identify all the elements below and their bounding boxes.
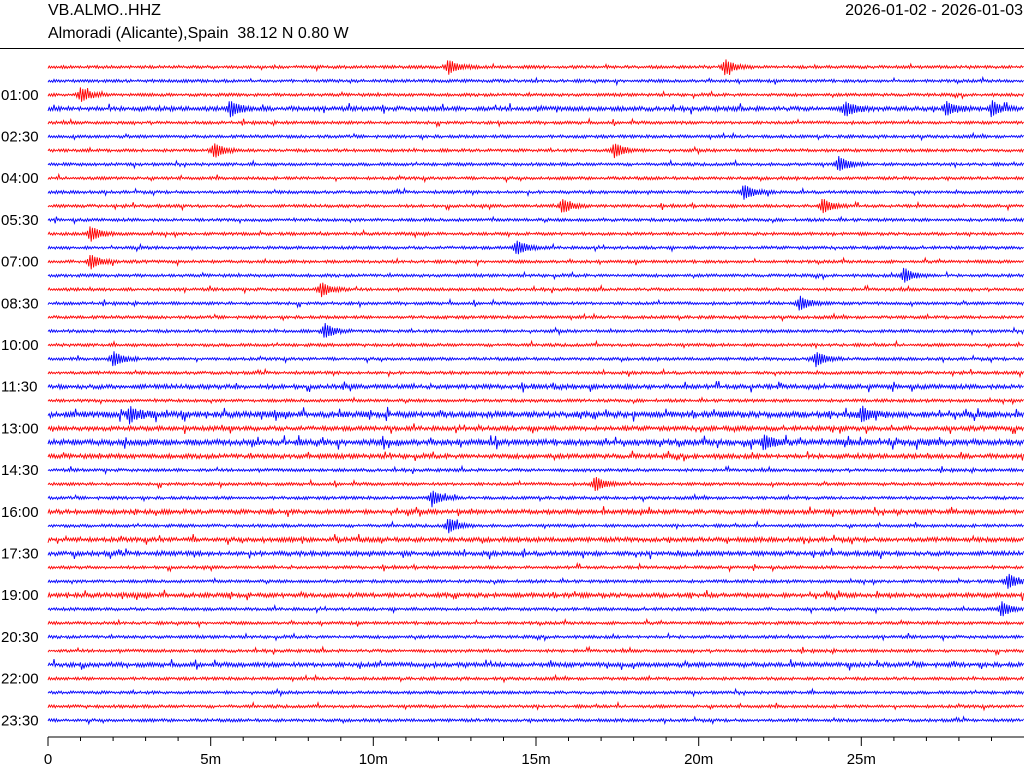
trace-row-36 [47,561,1024,573]
y-tick-label: 20:30 [1,629,39,646]
trace-row-18 [47,312,1024,323]
trace-row-19 [47,323,1024,338]
trace-row-6 [47,143,1024,159]
x-tick-label: 0 [44,751,52,768]
y-tick-label: 22:00 [1,671,39,688]
y-tick-label: 04:00 [1,170,39,187]
station-location: Almoradi (Alicante),Spain 38.12 N 0.80 W [48,25,349,42]
trace-row-42 [47,645,1024,657]
trace-row-3 [47,100,1024,118]
trace-row-37 [47,573,1024,589]
trace-row-5 [47,131,1024,142]
trace-row-1 [47,75,1024,87]
station-code: VB.ALMO..HHZ [48,2,161,19]
trace-row-26 [47,423,1024,435]
trace-row-46 [47,700,1024,712]
header-divider [0,48,1024,49]
trace-row-14 [47,254,1024,270]
y-tick-label: 02:30 [1,128,39,145]
trace-row-11 [47,215,1024,225]
trace-row-45 [47,687,1024,698]
y-tick-label: 07:00 [1,254,39,271]
trace-row-24 [47,396,1024,406]
trace-row-20 [47,339,1024,350]
y-tick-label: 16:00 [1,504,39,521]
trace-row-28 [47,450,1024,462]
y-tick-label: 11:30 [1,379,37,396]
trace-row-22 [47,367,1024,379]
date-range: 2026-01-02 - 2026-01-03 [845,2,1023,19]
trace-row-44 [47,673,1024,684]
trace-row-13 [47,240,1024,255]
trace-row-25 [47,405,1024,425]
trace-row-27 [47,434,1024,451]
trace-row-38 [47,589,1024,601]
y-tick-label: 13:00 [1,420,39,437]
trace-row-12 [47,226,1024,242]
x-tick-label: 15m [521,751,550,768]
x-tick-label: 5m [200,751,221,768]
y-tick-label: 10:00 [1,337,39,354]
trace-row-32 [47,506,1024,517]
trace-row-17 [47,295,1024,311]
trace-row-35 [47,547,1024,560]
x-tick-label: 25m [847,751,876,768]
trace-row-21 [47,351,1024,368]
trace-row-34 [47,533,1024,545]
trace-row-47 [47,715,1024,726]
trace-row-2 [47,87,1024,102]
trace-row-43 [47,658,1024,671]
trace-row-7 [47,155,1024,171]
trace-row-29 [47,464,1024,476]
trace-row-15 [47,267,1024,283]
trace-row-30 [47,477,1024,492]
trace-row-16 [47,282,1024,298]
x-tick-label: 20m [684,751,713,768]
y-tick-label: 05:30 [1,212,39,229]
trace-row-41 [47,631,1024,642]
trace-row-0 [47,59,1024,76]
y-tick-label: 23:30 [1,712,39,729]
y-tick-label: 19:00 [1,587,39,604]
trace-row-23 [47,380,1024,393]
trace-row-8 [47,172,1024,184]
trace-row-10 [47,199,1024,214]
y-tick-label: 14:30 [1,462,39,479]
y-tick-label: 01:00 [1,87,39,104]
trace-row-31 [47,490,1024,508]
trace-row-39 [47,601,1024,617]
y-tick-label: 17:30 [1,545,39,562]
trace-row-33 [47,519,1024,534]
trace-row-4 [47,117,1024,129]
x-tick-label: 10m [359,751,388,768]
trace-row-9 [47,185,1024,200]
y-tick-label: 08:30 [1,295,39,312]
trace-row-40 [47,617,1024,629]
